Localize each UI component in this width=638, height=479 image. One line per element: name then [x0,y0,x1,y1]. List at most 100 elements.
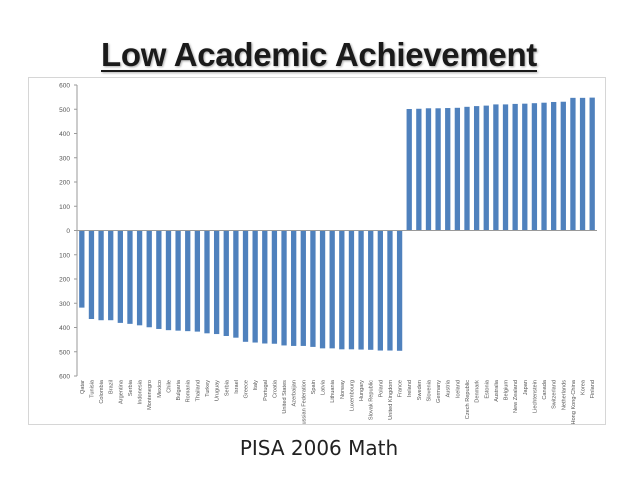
x-tick-label: Finland [590,380,596,398]
bar-12 [194,230,201,332]
y-tick-label: 100 [59,252,70,259]
bar-37 [435,108,441,231]
x-tick-label: Canada [542,379,548,399]
x-tick-label: Thailand [195,380,201,401]
y-tick-label: 0 [66,228,70,235]
x-tick-label: United Kingdom [388,380,394,420]
x-tick-label: Qatar [80,380,86,394]
bar-53 [589,97,595,231]
bar-44 [502,104,509,231]
x-tick-label: Italy [253,380,259,390]
bar-15 [223,230,229,336]
bar-20 [271,230,278,344]
bar-27 [339,230,345,350]
y-tick-label: 100 [59,204,70,211]
x-tick-label: Israel [234,380,240,394]
x-tick-label: Tunisia [89,379,95,398]
bar-1 [88,230,95,320]
bar-49 [551,101,557,231]
bar-14 [213,230,220,335]
bar-42 [483,105,489,231]
x-tick-label: Poland [378,380,384,397]
x-tick-label: Switzerland [552,380,558,409]
bar-8 [156,230,162,329]
x-tick-label: Korea [581,379,587,395]
bar-34 [406,109,412,231]
x-tick-label: Serbia [128,379,134,396]
x-tick-label: Hungary [359,380,365,401]
y-tick-label: 500 [59,107,70,114]
x-tick-label: Indonesia [138,379,144,404]
bar-24 [310,230,316,347]
bar-25 [319,230,326,349]
x-tick-label: Turkey [205,380,211,397]
x-tick-label: Portugal [263,380,269,401]
x-tick-label: Hong Kong-China [571,379,577,424]
x-tick-label: Serbia [224,379,230,396]
bar-19 [262,230,268,344]
bar-40 [464,106,470,231]
x-tick-label: Luxembourg [349,380,355,411]
x-tick-label: Montenegro [147,380,153,410]
bar-3 [108,230,114,321]
x-tick-label: Slovak Republic [369,380,375,420]
y-tick-label: 200 [59,277,70,284]
bar-6 [136,230,143,326]
chart-area: 600 500 400 300 200 100 0 100 200 300 400 500 600 Qat… [28,77,606,425]
x-tick-label: Japan [523,380,529,395]
bar-16 [233,230,239,338]
bar-32 [387,230,393,351]
bar-36 [425,108,432,231]
bar-26 [329,230,335,349]
x-tick-label: Austria [446,379,452,397]
bar-29 [358,230,364,350]
bar-41 [473,106,480,231]
bar-13 [204,230,210,334]
x-tick-label: Azerbaijan [292,380,298,406]
x-tick-label: Belgium [504,380,510,401]
y-tick-label: 400 [59,131,70,138]
x-tick-label: Iceland [455,380,461,398]
bar-chart: 600 500 400 300 200 100 0 100 200 300 400 500 600 Qat… [59,83,597,424]
bar-7 [146,230,152,328]
x-tick-label: Liechtenstein [532,380,538,413]
bar-28 [348,230,355,350]
bar-21 [281,230,287,346]
bar-23 [300,230,306,346]
bar-4 [117,230,123,323]
y-tick-label: 600 [59,83,70,90]
x-tick-label: Australia [494,379,500,402]
x-tick-label: Netherlands [561,380,567,410]
bar-51 [570,97,576,231]
bar-11 [185,230,191,332]
x-tick-label: Estonia [484,379,490,399]
x-tick-label: Denmark [475,380,481,403]
bar-0 [79,230,85,308]
x-tick-label: Bulgaria [176,379,182,400]
bar-10 [175,230,181,331]
bar-48 [541,102,547,231]
x-tick-label: Slovenia [426,379,432,401]
bar-31 [377,230,383,351]
bar-47 [531,103,538,231]
x-tick-label: New Zealand [513,380,519,413]
x-tick-label: Romania [186,379,192,402]
x-tick-label: Germany [436,380,442,403]
x-tick-label: Sweden [417,380,423,400]
y-tick-label: 300 [59,301,70,308]
x-tick-label: United States [282,380,288,414]
bar-38 [445,108,451,231]
bar-43 [493,104,499,231]
x-tick-label: Czech Republic [465,380,471,419]
y-tick-label: 400 [59,325,70,332]
x-tick-label: Brazil [109,380,115,394]
bar-18 [252,230,258,343]
x-tick-label: Mexico [157,380,163,398]
x-tick-label: Spain [311,380,317,394]
bar-5 [127,230,133,324]
bar-35 [416,108,422,231]
bar-22 [291,230,297,346]
bar-30 [368,230,374,350]
x-tick-label: Greece [244,380,250,398]
bar-39 [454,107,461,231]
